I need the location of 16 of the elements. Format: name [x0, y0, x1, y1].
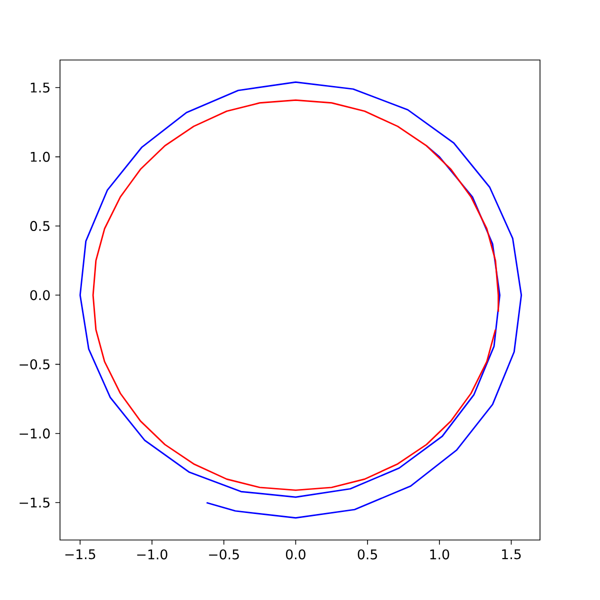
x-tick-label: −1.5	[65, 549, 96, 560]
x-tick-label: 0.5	[358, 549, 377, 560]
y-tick-label: 1.5	[30, 82, 50, 93]
y-tick-label: −0.5	[20, 359, 50, 370]
x-tick-label: 1.5	[502, 549, 521, 560]
line-series	[92, 99, 500, 491]
y-tick-label: 0.0	[30, 290, 50, 300]
line-series	[79, 81, 522, 519]
x-tick-label: 0.0	[286, 549, 306, 560]
y-tick-label: 1.0	[30, 152, 50, 162]
y-tick-label: −1.0	[20, 428, 50, 439]
x-tick-label: 1.0	[430, 549, 450, 560]
y-tick-label: −1.5	[20, 498, 50, 508]
x-tick-label: −0.5	[209, 549, 239, 560]
y-tick-label: 0.5	[30, 220, 50, 232]
x-tick-label: −1.0	[137, 549, 168, 560]
